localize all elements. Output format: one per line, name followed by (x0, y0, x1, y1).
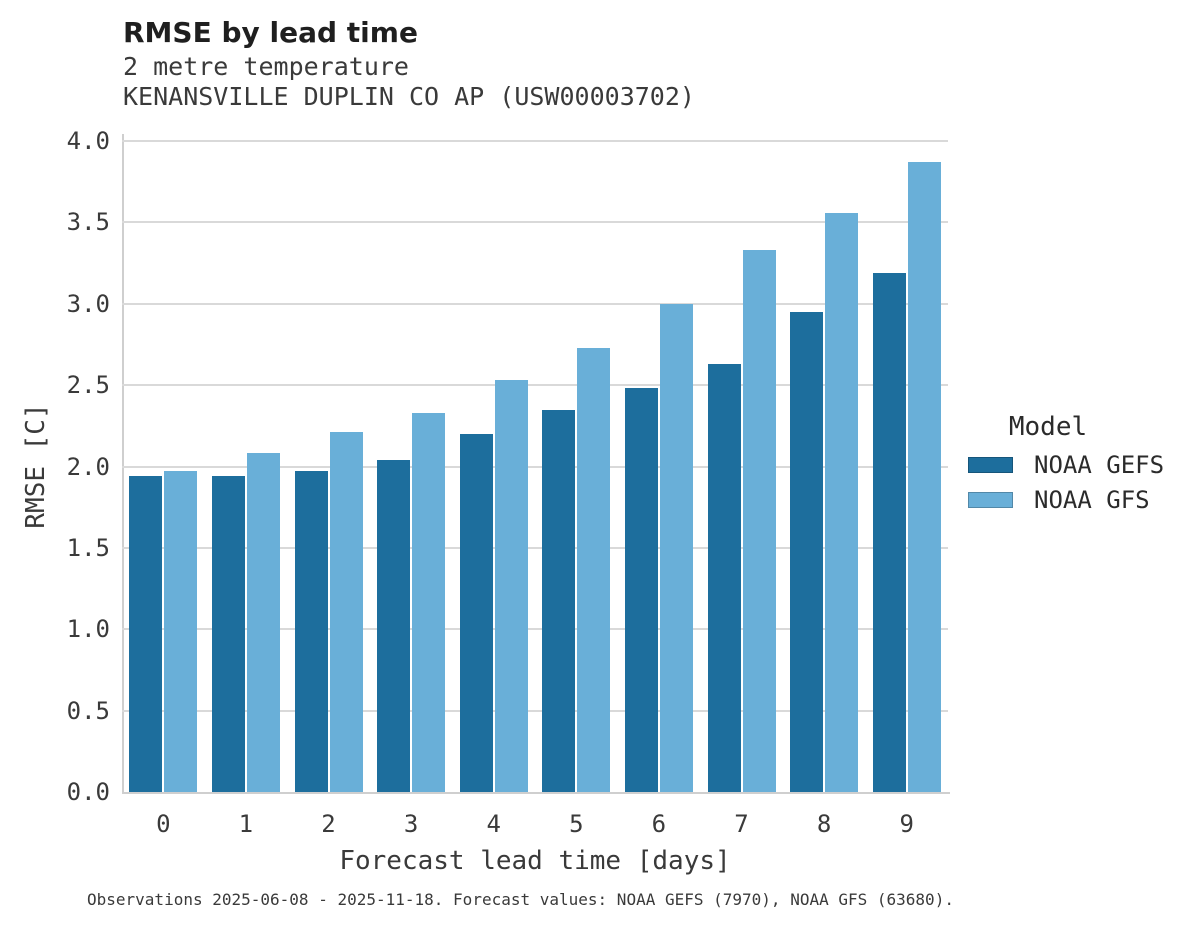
y-tick-label-3.5: 3.5 (66, 208, 110, 237)
y-tick-label-1.0: 1.0 (66, 615, 110, 644)
y-tick-label-3.0: 3.0 (66, 289, 110, 318)
legend: Model NOAA GEFS NOAA GFS (960, 412, 1180, 522)
bar-noaa-gefs-lead-2 (294, 471, 328, 792)
y-tick-label-0.5: 0.5 (66, 696, 110, 725)
bar-noaa-gfs-lead-3 (412, 412, 446, 792)
y-tick-label-4.0: 4.0 (66, 127, 110, 155)
gridline-y-0.5 (122, 709, 948, 712)
x-tick-label-3: 3 (403, 810, 419, 838)
gridline-y-3.5 (122, 221, 948, 224)
bar-noaa-gfs-lead-5 (577, 347, 611, 792)
x-tick-label-7: 7 (734, 810, 749, 838)
chart-subtitle-variable: 2 metre temperature (123, 52, 409, 81)
bar-noaa-gefs-lead-5 (542, 409, 576, 792)
gridline-y-2.5 (122, 384, 948, 387)
footer-caption: Observations 2025-06-08 - 2025-11-18. Fo… (87, 890, 954, 909)
x-axis-label: Forecast lead time [days] (339, 846, 731, 876)
legend-label: NOAA GFS (1034, 486, 1150, 514)
y-tick-label-1.5: 1.5 (66, 533, 110, 562)
x-tick-label-5: 5 (569, 810, 584, 838)
bar-noaa-gfs-lead-8 (825, 212, 859, 792)
legend-item-noaa-gfs: NOAA GFS (960, 486, 1180, 514)
bar-noaa-gefs-lead-8 (790, 311, 824, 792)
bar-noaa-gefs-lead-4 (459, 433, 493, 792)
bar-noaa-gefs-lead-6 (624, 388, 658, 792)
x-tick-label-4: 4 (486, 810, 501, 838)
x-tick-label-0: 0 (156, 810, 171, 838)
bar-noaa-gfs-lead-7 (742, 250, 776, 792)
bar-noaa-gfs-lead-0 (164, 471, 198, 792)
bar-noaa-gefs-lead-0 (129, 476, 163, 792)
gridline-y-1.5 (122, 546, 948, 549)
x-tick-label-8: 8 (816, 810, 832, 838)
legend-items: NOAA GEFS NOAA GFS (960, 451, 1180, 514)
gridline-y-4.0 (122, 140, 948, 142)
bar-noaa-gfs-lead-1 (246, 453, 280, 792)
bar-noaa-gefs-lead-9 (872, 272, 906, 792)
gridline-y-1.0 (122, 628, 948, 631)
legend-title: Model (1008, 412, 1088, 442)
x-tick-label-1: 1 (238, 810, 254, 838)
bar-noaa-gefs-lead-1 (211, 476, 245, 792)
y-tick-label-0.0: 0.0 (66, 778, 110, 806)
gridline-y-2.0 (122, 465, 948, 468)
x-tick-label-6: 6 (651, 810, 667, 838)
chart-title: RMSE by lead time (123, 16, 418, 49)
legend-label: NOAA GEFS (1034, 451, 1165, 479)
bar-noaa-gefs-lead-7 (707, 363, 741, 792)
bar-noaa-gfs-lead-2 (329, 432, 363, 792)
bar-noaa-gfs-lead-9 (907, 162, 941, 792)
y-tick-label-2.0: 2.0 (66, 452, 110, 481)
bar-noaa-gfs-lead-6 (659, 303, 693, 792)
plot-area (122, 134, 950, 794)
bar-noaa-gefs-lead-3 (377, 459, 411, 792)
y-tick-label-2.5: 2.5 (66, 371, 110, 400)
bar-noaa-gfs-lead-4 (494, 380, 528, 792)
legend-swatch-noaa-gefs (968, 457, 1013, 473)
chart-subtitle-station: KENANSVILLE DUPLIN CO AP (USW00003702) (123, 82, 695, 111)
legend-item-noaa-gefs: NOAA GEFS (960, 451, 1180, 479)
legend-swatch-noaa-gfs (968, 492, 1013, 508)
gridline-y-3.0 (122, 302, 948, 305)
x-tick-label-9: 9 (899, 810, 914, 838)
x-tick-label-2: 2 (321, 810, 336, 838)
